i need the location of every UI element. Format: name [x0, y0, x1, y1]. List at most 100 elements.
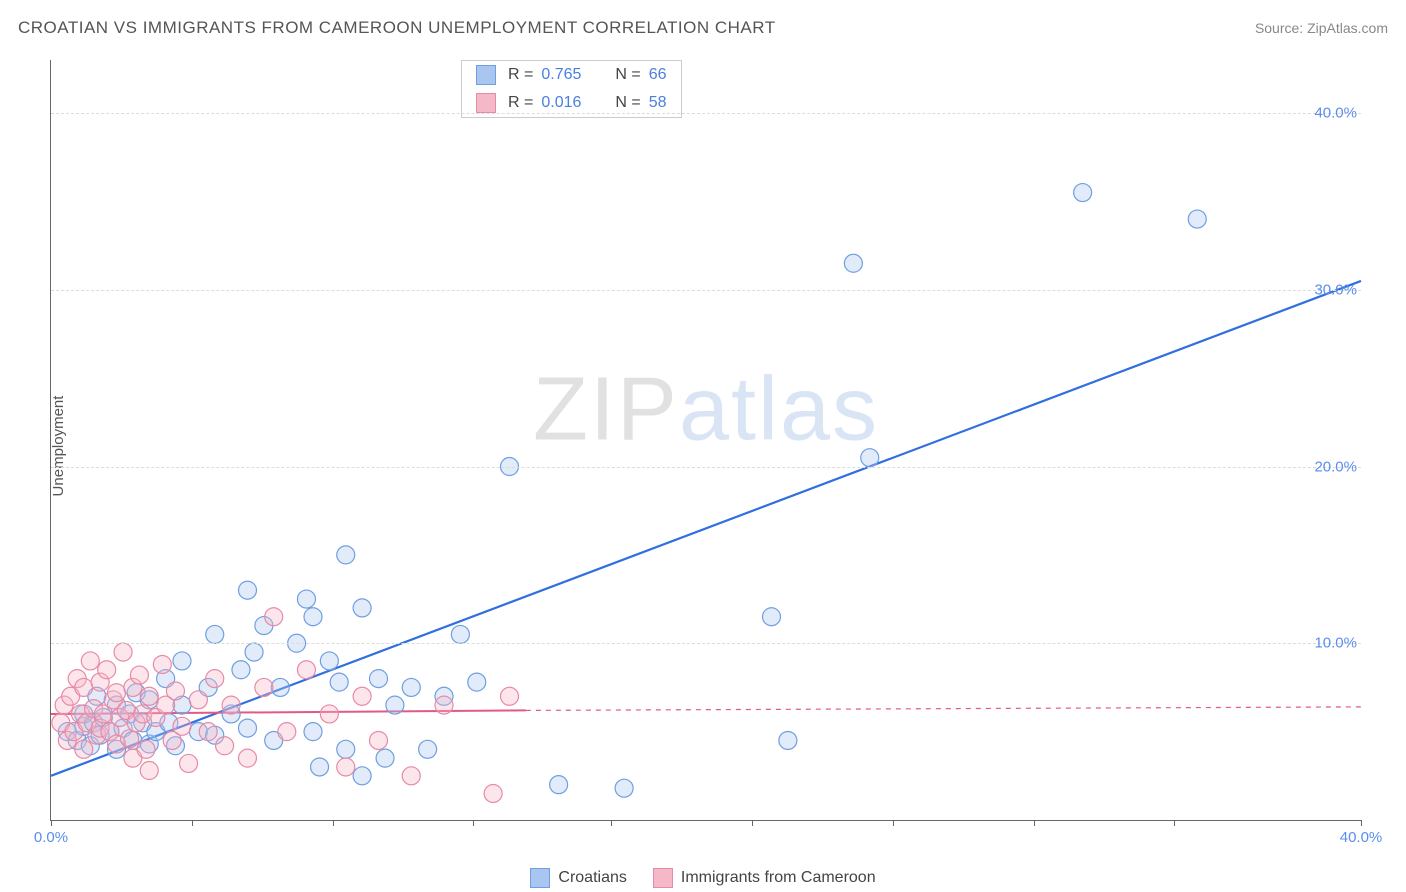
- r-label: R =: [508, 94, 533, 112]
- data-point: [255, 678, 273, 696]
- data-point: [435, 696, 453, 714]
- x-tick: [51, 820, 52, 826]
- data-point: [140, 687, 158, 705]
- data-point: [206, 670, 224, 688]
- stat-legend: R =0.765N =66R =0.016N =58: [461, 60, 682, 118]
- data-point: [451, 625, 469, 643]
- data-point: [304, 608, 322, 626]
- data-point: [121, 730, 139, 748]
- legend-swatch: [653, 868, 673, 888]
- x-tick: [1034, 820, 1035, 826]
- data-point: [615, 779, 633, 797]
- data-point: [353, 599, 371, 617]
- stat-legend-row: R =0.765N =66: [462, 61, 681, 89]
- plot-area: ZIPatlas R =0.765N =66R =0.016N =58 10.0…: [50, 60, 1361, 821]
- data-point: [216, 737, 234, 755]
- data-point: [844, 254, 862, 272]
- data-point: [386, 696, 404, 714]
- data-point: [166, 682, 184, 700]
- chart-title: CROATIAN VS IMMIGRANTS FROM CAMEROON UNE…: [18, 18, 776, 38]
- plot-svg: [51, 60, 1361, 820]
- data-point: [370, 670, 388, 688]
- legend-swatch: [530, 868, 550, 888]
- data-point: [402, 767, 420, 785]
- r-value: 0.765: [541, 66, 581, 84]
- r-label: R =: [508, 66, 533, 84]
- y-tick-label: 20.0%: [1314, 458, 1363, 475]
- data-point: [81, 652, 99, 670]
- legend-label: Immigrants from Cameroon: [681, 869, 876, 887]
- data-point: [271, 678, 289, 696]
- data-point: [222, 696, 240, 714]
- data-point: [353, 767, 371, 785]
- data-point: [75, 678, 93, 696]
- y-tick-label: 10.0%: [1314, 635, 1363, 652]
- data-point: [402, 678, 420, 696]
- data-point: [278, 723, 296, 741]
- gridline: [51, 113, 1361, 114]
- data-point: [199, 723, 217, 741]
- legend-swatch: [476, 93, 496, 113]
- data-point: [1074, 184, 1092, 202]
- r-value: 0.016: [541, 94, 581, 112]
- data-point: [245, 643, 263, 661]
- data-point: [140, 762, 158, 780]
- bottom-legend-item: Immigrants from Cameroon: [653, 868, 876, 888]
- data-point: [1188, 210, 1206, 228]
- data-point: [861, 449, 879, 467]
- data-point: [304, 723, 322, 741]
- x-tick: [752, 820, 753, 826]
- data-point: [297, 590, 315, 608]
- trend-line-croatians: [51, 281, 1361, 776]
- data-point: [75, 740, 93, 758]
- data-point: [370, 731, 388, 749]
- data-point: [232, 661, 250, 679]
- data-point: [180, 754, 198, 772]
- data-point: [189, 691, 207, 709]
- x-tick: [473, 820, 474, 826]
- data-point: [265, 608, 283, 626]
- y-tick-label: 30.0%: [1314, 281, 1363, 298]
- data-point: [320, 705, 338, 723]
- data-point: [114, 643, 132, 661]
- legend-swatch: [476, 65, 496, 85]
- data-point: [501, 687, 519, 705]
- data-point: [337, 546, 355, 564]
- data-point: [130, 666, 148, 684]
- x-tick: [1174, 820, 1175, 826]
- data-point: [419, 740, 437, 758]
- data-point: [137, 740, 155, 758]
- x-tick: [1361, 820, 1362, 826]
- x-tick: [333, 820, 334, 826]
- data-point: [108, 684, 126, 702]
- data-point: [468, 673, 486, 691]
- data-point: [239, 749, 257, 767]
- data-point: [297, 661, 315, 679]
- x-tick-label: 40.0%: [1340, 829, 1383, 846]
- data-point: [337, 740, 355, 758]
- source-label: Source: ZipAtlas.com: [1255, 20, 1388, 36]
- bottom-legend-item: Croatians: [530, 868, 626, 888]
- data-point: [311, 758, 329, 776]
- data-point: [330, 673, 348, 691]
- gridline: [51, 467, 1361, 468]
- x-tick: [893, 820, 894, 826]
- x-tick: [192, 820, 193, 826]
- data-point: [98, 661, 116, 679]
- data-point: [353, 687, 371, 705]
- data-point: [173, 652, 191, 670]
- legend-label: Croatians: [558, 869, 626, 887]
- trend-line-cameroon-dashed: [526, 707, 1361, 711]
- data-point: [173, 717, 191, 735]
- data-point: [320, 652, 338, 670]
- data-point: [239, 719, 257, 737]
- data-point: [206, 625, 224, 643]
- data-point: [550, 776, 568, 794]
- data-point: [376, 749, 394, 767]
- x-tick: [611, 820, 612, 826]
- data-point: [153, 655, 171, 673]
- title-bar: CROATIAN VS IMMIGRANTS FROM CAMEROON UNE…: [18, 18, 1388, 38]
- n-value: 66: [649, 66, 667, 84]
- data-point: [337, 758, 355, 776]
- data-point: [779, 731, 797, 749]
